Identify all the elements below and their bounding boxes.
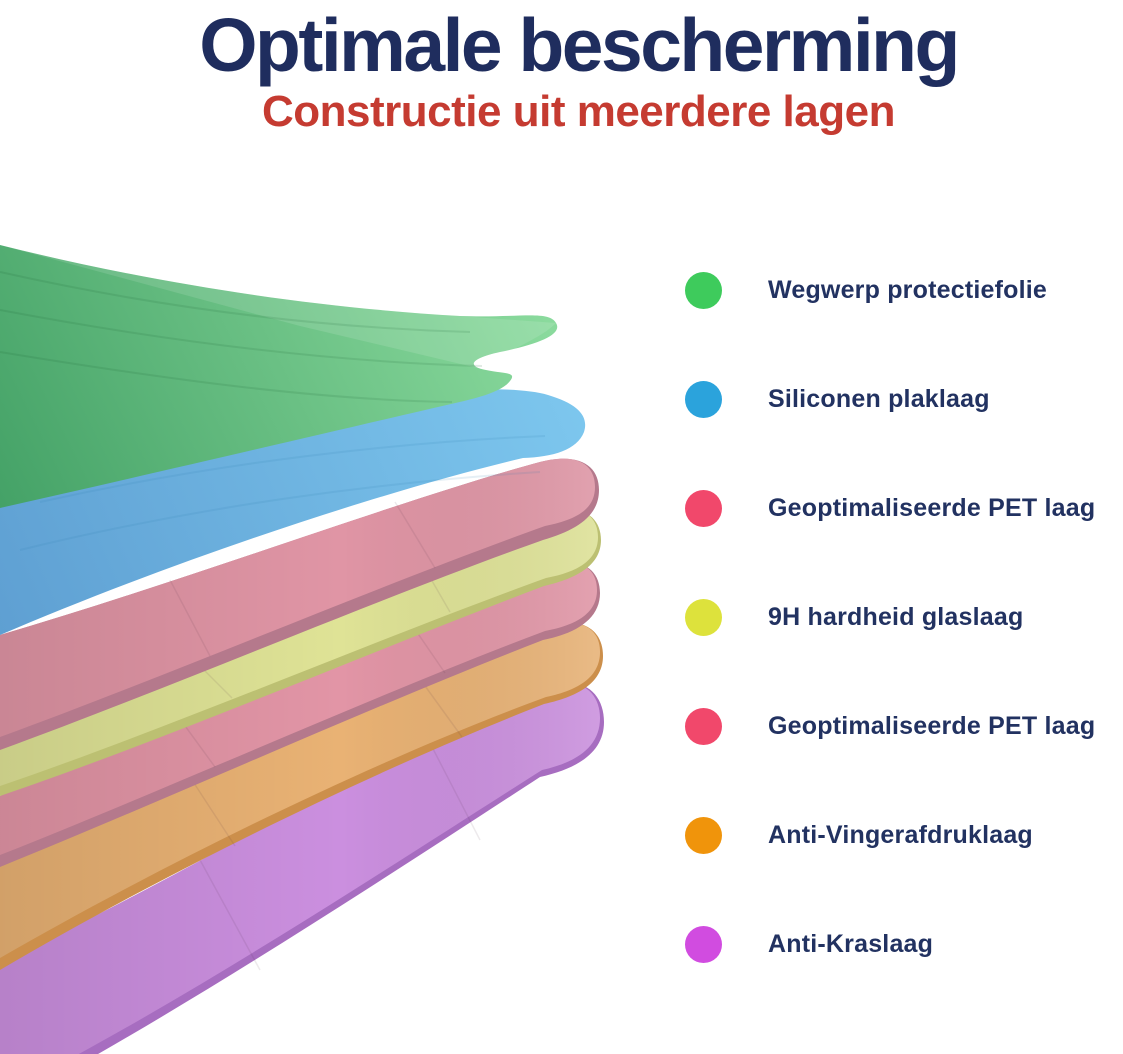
layer-wegwerp-protectiefolie: [0, 245, 558, 508]
layer-anti-kraslaag-shade: [0, 682, 600, 1054]
layer-pet-laag-1-shade: [0, 458, 595, 737]
legend-item-label: Geoptimaliseerde PET laag: [768, 494, 1096, 522]
layer-pet-laag-2: [0, 561, 600, 867]
layer-color-dot: [685, 817, 722, 854]
layer-anti-kraslaag-seams: [199, 742, 481, 971]
page-subtitle: Constructie uit meerdere lagen: [262, 86, 895, 136]
legend-item-label: Wegwerp protectiefolie: [768, 276, 1047, 304]
layer-siliconen-plaklaag-creases: [19, 435, 546, 551]
legend-item-label: Geoptimaliseerde PET laag: [768, 712, 1096, 740]
layer-anti-vingerafdruklaag-seams: [189, 678, 463, 847]
layer-pet-laag-1: [0, 458, 599, 750]
layer-color-dot: [685, 708, 722, 745]
layer-anti-kraslaag: [0, 682, 604, 1054]
legend-item: Geoptimaliseerde PET laag: [685, 672, 1123, 781]
layer-color-dot: [685, 272, 722, 309]
legend-item: Wegwerp protectiefolie: [685, 236, 1123, 345]
layer-wegwerp-protectiefolie-creases: [0, 271, 483, 403]
legend-item: 9H hardheid glaslaag: [685, 563, 1123, 672]
legend-item: Siliconen plaklaag: [685, 345, 1123, 454]
layer-color-dot: [685, 490, 722, 527]
legend-item-label: 9H hardheid glaslaag: [768, 603, 1024, 631]
layer-wegwerp-protectiefolie-film: [0, 245, 558, 508]
layer-anti-vingerafdruklaag-shade: [0, 622, 600, 958]
layer-glaslaag-shade: [0, 508, 598, 786]
layer-pet-laag-1-seams: [169, 501, 436, 657]
layers-illustration: [0, 230, 620, 1054]
legend-item-label: Anti-Kraslaag: [768, 930, 934, 958]
layers-legend: Wegwerp protectiefolie Siliconen plaklaa…: [685, 236, 1123, 999]
page-title: Optimale bescherming: [199, 3, 960, 87]
layer-anti-vingerafdruklaag: [0, 622, 603, 970]
layer-color-dot: [685, 599, 722, 636]
legend-item-label: Siliconen plaklaag: [768, 385, 990, 413]
layers-stack-graphic: [0, 245, 604, 1054]
layer-color-dot: [685, 381, 722, 418]
header: Optimale bescherming Constructie uit mee…: [0, 0, 1123, 135]
layer-color-dot: [685, 926, 722, 963]
layer-wegwerp-protectiefolie-fold-highlight: [0, 245, 556, 370]
legend-item: Anti-Vingerafdruklaag: [685, 781, 1123, 890]
legend-item: Geoptimaliseerde PET laag: [685, 454, 1123, 563]
layer-glaslaag: [0, 508, 601, 796]
legend-item: Anti-Kraslaag: [685, 890, 1123, 999]
layer-pet-laag-2-shade: [0, 561, 597, 855]
legend-item-label: Anti-Vingerafdruklaag: [768, 821, 1033, 849]
